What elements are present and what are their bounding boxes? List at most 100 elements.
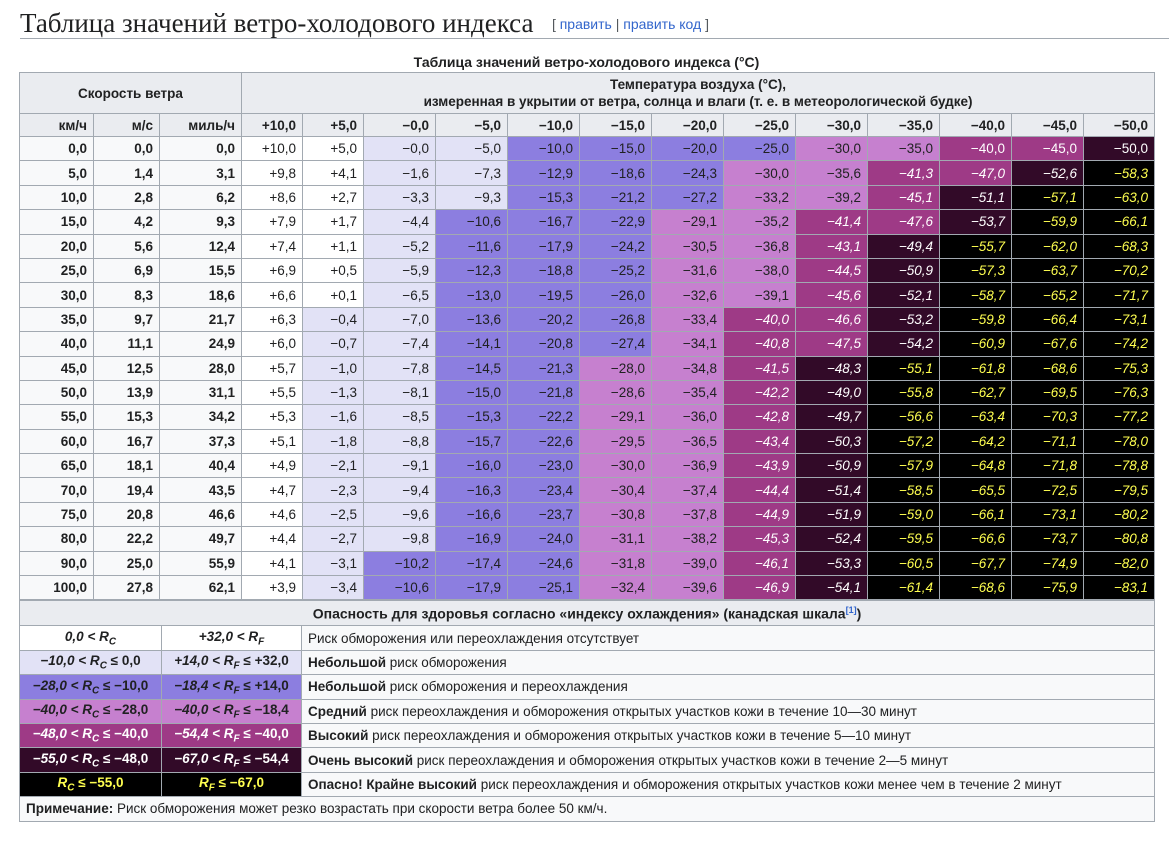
windchill-cell: +5,7	[241, 355, 303, 381]
windchill-cell: −62,7	[939, 379, 1012, 406]
wind-speed-cell: 75,0	[19, 501, 94, 528]
range-subscript: F	[233, 660, 240, 672]
risk-range-fahrenheit: RF ≤ −67,0	[161, 771, 302, 798]
wind-speed-cell: 5,6	[93, 233, 160, 259]
temperature-header-line2: измеренная в укрытии от ветра, солнца и …	[423, 94, 973, 109]
windchill-cell: −7,0	[363, 306, 436, 333]
range-subscript: C	[91, 734, 100, 746]
risk-text: Риск обморожения или переохлаждения отсу…	[308, 630, 640, 646]
windchill-cell: −13,0	[435, 282, 508, 308]
risk-legend-table: Опасность для здоровья согласно «индексу…	[19, 600, 1155, 822]
wind-speed-cell: 6,9	[93, 257, 160, 284]
wind-speed-cell: 19,4	[93, 477, 160, 503]
risk-text: риск переохлаждения и обморожения открыт…	[413, 752, 949, 768]
windchill-cell: −31,1	[579, 526, 652, 552]
risk-range-celsius: −40,0 < RC ≤ −28,0	[19, 698, 162, 724]
windchill-cell: −71,1	[1011, 428, 1084, 455]
table-row: 25,0 6,9 15,5 +6,9 +0,5 −5,9 −12,3 −18,8 −25,2 −3…	[19, 257, 1156, 284]
risk-level-name: Небольшой	[308, 655, 387, 670]
windchill-cell: −36,0	[651, 404, 724, 430]
range-subscript: F	[233, 709, 240, 721]
edit-code-link[interactable]: править код	[623, 16, 702, 32]
windchill-cell: −16,0	[435, 453, 508, 479]
range-start: −48,0 < R	[32, 726, 92, 742]
wind-speed-cell: 9,3	[159, 209, 242, 235]
wind-speed-cell: 0,0	[19, 135, 94, 162]
range-subscript: C	[91, 758, 100, 770]
windchill-cell: −34,1	[651, 331, 724, 357]
range-subscript: F	[258, 636, 265, 648]
windchill-cell: −68,6	[1011, 355, 1084, 381]
risk-description: Риск обморожения или переохлаждения отсу…	[301, 625, 1155, 651]
wind-speed-cell: 4,2	[93, 209, 160, 235]
windchill-cell: −45,1	[867, 184, 940, 211]
windchill-cell: −40,0	[723, 306, 796, 333]
temperature-header-line1: Температура воздуха (°C),	[610, 77, 787, 92]
windchill-cell: −33,4	[651, 306, 724, 333]
windchill-cell: −65,5	[939, 477, 1012, 503]
windchill-cell: −7,4	[363, 331, 436, 357]
risk-level-row: RC ≤ −55,0 RF ≤ −67,0 Опасно! Крайне высок…	[19, 771, 1155, 798]
windchill-cell: −50,9	[795, 453, 868, 479]
table-row: 35,0 9,7 21,7 +6,3 −0,4 −7,0 −13,6 −20,2 −26,8 −3…	[19, 306, 1156, 333]
windchill-cell: −12,3	[435, 257, 508, 284]
windchill-cell: −61,8	[939, 355, 1012, 381]
windchill-cell: −72,5	[1011, 477, 1084, 503]
windchill-cell: −63,4	[939, 404, 1012, 430]
windchill-cell: −70,3	[1011, 404, 1084, 430]
wind-speed-cell: 80,0	[19, 526, 94, 552]
edit-link[interactable]: править	[559, 16, 612, 32]
windchill-cell: −28,0	[579, 355, 652, 381]
risk-legend-title: Опасность для здоровья согласно «индексу…	[312, 605, 846, 622]
windchill-cell: +5,3	[241, 404, 303, 430]
windchill-cell: −29,1	[651, 209, 724, 235]
windchill-cell: −47,6	[867, 209, 940, 235]
windchill-cell: −57,3	[939, 257, 1012, 284]
windchill-cell: −7,8	[363, 355, 436, 381]
range-start: −54,4 < R	[174, 726, 234, 742]
wind-speed-cell: 90,0	[19, 550, 94, 577]
windchill-cell: −63,0	[1082, 184, 1156, 211]
table-row: 10,0 2,8 6,2 +8,6 +2,7 −3,3 −9,3 −15,3 −21,2 −27,…	[19, 184, 1156, 211]
range-start: +14,0 < R	[174, 653, 234, 669]
windchill-cell: −52,1	[867, 282, 940, 308]
windchill-cell: −55,8	[867, 379, 940, 406]
wind-speed-cell: 60,0	[19, 428, 94, 455]
windchill-cell: −9,6	[363, 501, 436, 528]
windchill-cell: −10,6	[435, 209, 508, 235]
risk-description: Небольшой риск обморожения и переохлажде…	[301, 674, 1155, 700]
range-subscript: C	[67, 782, 75, 794]
windchill-cell: −41,5	[723, 355, 796, 381]
risk-level-row: −10,0 < RC ≤ 0,0 +14,0 < RF ≤ +32,0 Неболь…	[19, 649, 1155, 676]
wind-speed-header: Скорость ветра	[19, 72, 242, 114]
range-start: −40,0 < R	[32, 701, 92, 717]
range-start: R	[57, 775, 68, 791]
windchill-cell: −5,0	[435, 135, 508, 162]
windchill-cell: −14,5	[435, 355, 508, 381]
range-start: −18,4 < R	[174, 677, 234, 693]
windchill-cell: −0,4	[302, 306, 364, 333]
risk-range-celsius: RC ≤ −55,0	[19, 771, 162, 798]
windchill-cell: −57,1	[1011, 184, 1084, 211]
risk-range-fahrenheit: +32,0 < RF	[161, 625, 302, 651]
windchill-cell: −2,5	[302, 501, 364, 528]
windchill-cell: −33,2	[723, 184, 796, 211]
reference-link[interactable]: [1]	[845, 605, 857, 616]
windchill-cell: −58,5	[867, 477, 940, 503]
windchill-cell: −68,3	[1082, 233, 1156, 259]
windchill-cell: +7,4	[241, 233, 303, 259]
wind-speed-cell: 13,9	[93, 379, 160, 406]
risk-range-celsius: −28,0 < RC ≤ −10,0	[19, 674, 162, 700]
windchill-cell: −46,1	[723, 550, 796, 577]
windchill-cell: −60,5	[867, 550, 940, 577]
range-subscript: F	[208, 782, 215, 794]
windchill-cell: −3,4	[302, 575, 364, 601]
windchill-cell: −11,6	[435, 233, 508, 259]
range-end: ≤ −55,0	[74, 775, 124, 791]
windchill-cell: −5,9	[363, 257, 436, 284]
windchill-cell: −71,8	[1011, 453, 1084, 479]
windchill-cell: −47,0	[939, 160, 1012, 186]
range-end: ≤ −18,4	[239, 701, 289, 717]
wind-speed-cell: 35,0	[19, 306, 94, 333]
table-row: 5,0 1,4 3,1 +9,8 +4,1 −1,6 −7,3 −12,9 −18,6 −24,3…	[19, 160, 1156, 186]
